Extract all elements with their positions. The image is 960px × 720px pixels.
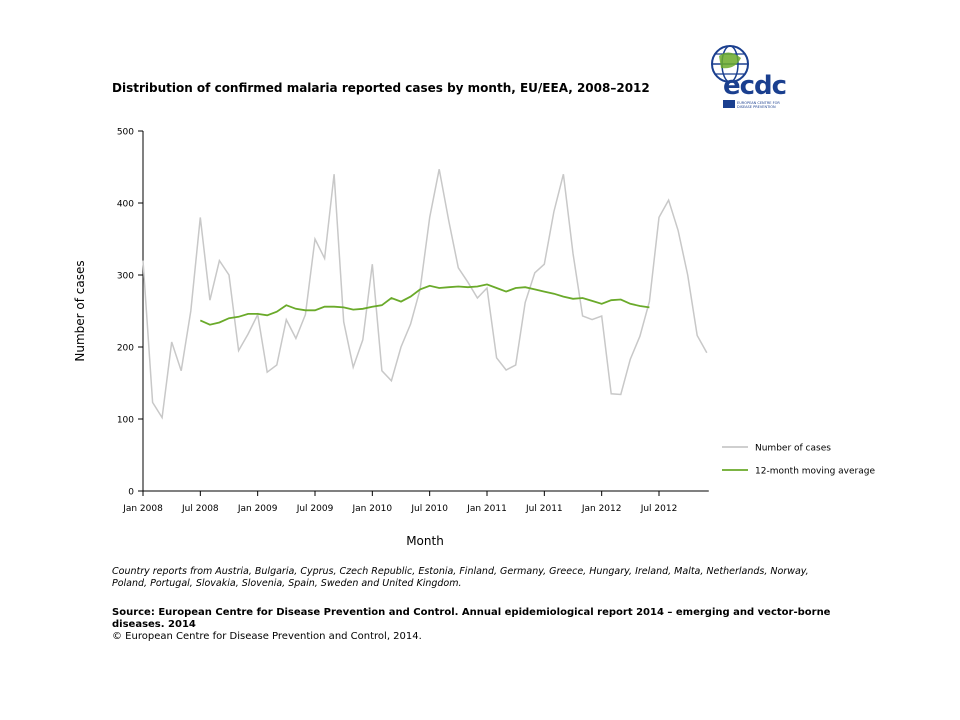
x-tick-label: Jul 2008 (181, 504, 219, 514)
source-text: Source: European Centre for Disease Prev… (112, 607, 831, 630)
legend-label: Number of cases (755, 444, 831, 454)
x-tick-label: Jan 2012 (581, 504, 622, 514)
y-tick-label: 100 (117, 416, 134, 426)
svg-text:DISEASE PREVENTION: DISEASE PREVENTION (737, 105, 776, 109)
copyright-text: © European Centre for Disease Prevention… (112, 631, 422, 642)
x-tick-label: Jul 2009 (296, 504, 334, 514)
x-tick-label: Jan 2008 (122, 504, 163, 514)
y-tick-label: 300 (117, 272, 134, 282)
x-axis-label: Month (406, 534, 444, 548)
series-line-cases (142, 169, 708, 420)
svg-text:EUROPEAN CENTRE FOR: EUROPEAN CENTRE FOR (737, 101, 780, 105)
y-axis-label: Number of cases (73, 260, 87, 362)
x-tick-label: Jan 2011 (466, 504, 507, 514)
y-tick-label: 0 (128, 488, 134, 498)
ecdc-logo: ecdc EUROPEAN CENTRE FOR DISEASE PREVENT… (705, 42, 795, 112)
x-tick-label: Jan 2009 (237, 504, 278, 514)
y-tick-label: 400 (117, 200, 134, 210)
footnote: Country reports from Austria, Bulgaria, … (112, 566, 809, 589)
y-tick-label: 500 (117, 128, 134, 138)
series-line-moving-average (199, 283, 650, 326)
chart-title: Distribution of confirmed malaria report… (112, 81, 650, 95)
legend-label: 12-month moving average (755, 467, 875, 477)
y-tick-label: 200 (117, 344, 134, 354)
svg-text:ecdc: ecdc (723, 71, 786, 101)
x-tick-label: Jan 2010 (352, 504, 393, 514)
x-tick-label: Jul 2010 (410, 504, 448, 514)
x-tick-label: Jul 2012 (640, 504, 678, 514)
x-tick-label: Jul 2011 (525, 504, 563, 514)
